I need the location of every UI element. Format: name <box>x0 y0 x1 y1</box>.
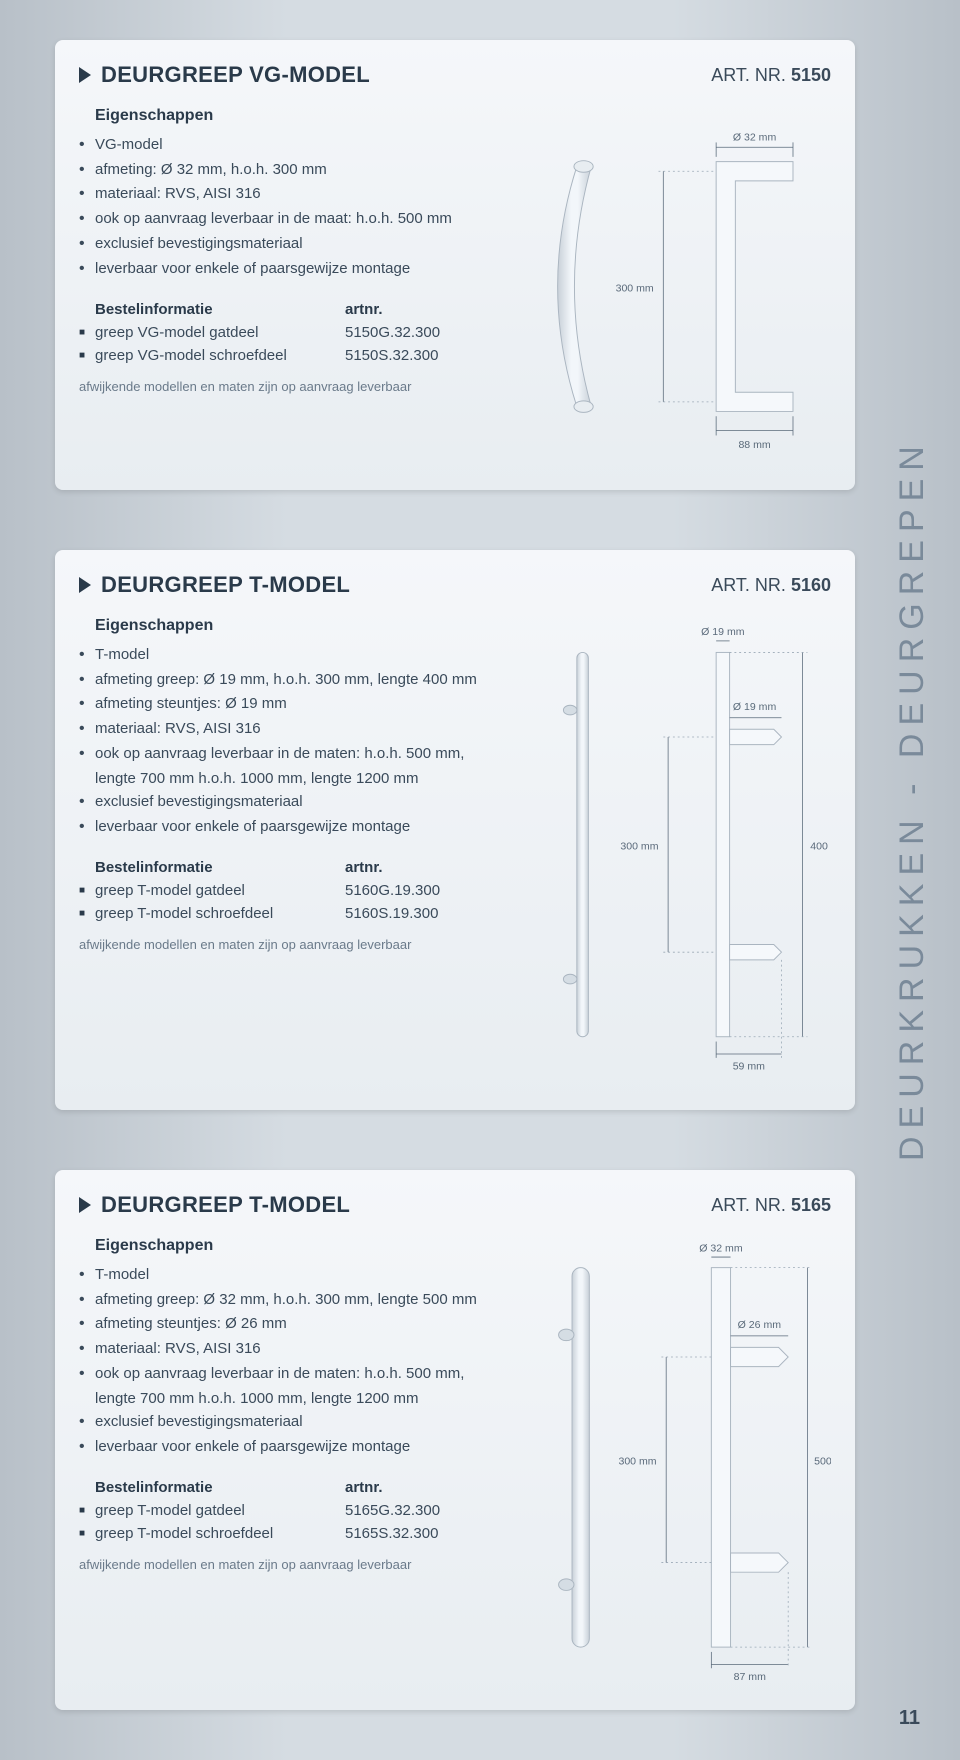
diagram-t-5165: Ø 32 mm Ø 26 mm 300 mm 500 mm 87 mm <box>524 1234 831 1686</box>
prop-item: leverbaar voor enkele of paarsgewijze mo… <box>95 815 504 840</box>
prop-item: exclusief bevestigingsmateriaal <box>95 790 504 815</box>
order-artnr: 5150S.32.300 <box>345 344 438 367</box>
props-list: T-model afmeting greep: Ø 19 mm, h.o.h. … <box>95 643 504 840</box>
order-table: Bestelinformatie artnr. greep VG-model g… <box>95 298 504 368</box>
order-title: Bestelinformatie <box>95 298 345 321</box>
prop-item: VG-model <box>95 133 504 158</box>
svg-text:300 mm: 300 mm <box>615 282 653 294</box>
props-list: T-model afmeting greep: Ø 32 mm, h.o.h. … <box>95 1263 504 1460</box>
order-label: greep T-model gatdeel <box>95 1499 345 1522</box>
prop-item: materiaal: RVS, AISI 316 <box>95 717 504 742</box>
prop-item: materiaal: RVS, AISI 316 <box>95 182 504 207</box>
title-text: DEURGREEP T-MODEL <box>101 1192 350 1218</box>
prop-item: materiaal: RVS, AISI 316 <box>95 1337 504 1362</box>
prop-item: exclusief bevestigingsmateriaal <box>95 1410 504 1435</box>
title-text: DEURGREEP T-MODEL <box>101 572 350 598</box>
prop-item: leverbaar voor enkele of paarsgewijze mo… <box>95 257 504 282</box>
order-row: greep VG-model schroefdeel 5150S.32.300 <box>95 344 504 367</box>
article-number: ART. NR. 5160 <box>711 575 831 596</box>
prop-item: afmeting greep: Ø 19 mm, h.o.h. 300 mm, … <box>95 668 504 693</box>
side-vertical-label: DEURKRUKKEN - DEURGREPEN <box>893 100 932 1500</box>
props-title: Eigenschappen <box>95 614 504 639</box>
article-number: ART. NR. 5165 <box>711 1195 831 1216</box>
order-col2: artnr. <box>345 1476 383 1499</box>
order-artnr: 5160G.19.300 <box>345 879 440 902</box>
order-col2: artnr. <box>345 298 383 321</box>
card-title: DEURGREEP T-MODEL <box>79 572 350 598</box>
triangle-icon <box>79 577 91 593</box>
order-artnr: 5150G.32.300 <box>345 321 440 344</box>
prop-item: afmeting steuntjes: Ø 19 mm <box>95 692 504 717</box>
triangle-icon <box>79 1197 91 1213</box>
product-card-t-5160: DEURGREEP T-MODEL ART. NR. 5160 Eigensch… <box>55 550 855 1110</box>
order-row: greep T-model gatdeel 5160G.19.300 <box>95 879 504 902</box>
order-table: Bestelinformatie artnr. greep T-model ga… <box>95 856 504 926</box>
svg-text:Ø 32 mm: Ø 32 mm <box>732 132 776 144</box>
order-artnr: 5160S.19.300 <box>345 902 438 925</box>
prop-item: afmeting: Ø 32 mm, h.o.h. 300 mm <box>95 158 504 183</box>
prop-item: exclusief bevestigingsmateriaal <box>95 232 504 257</box>
order-row: greep T-model gatdeel 5165G.32.300 <box>95 1499 504 1522</box>
svg-text:Ø 26 mm: Ø 26 mm <box>737 1319 781 1331</box>
card-title: DEURGREEP T-MODEL <box>79 1192 350 1218</box>
order-label: greep VG-model gatdeel <box>95 321 345 344</box>
order-title: Bestelinformatie <box>95 1476 345 1499</box>
product-card-vg: DEURGREEP VG-MODEL ART. NR. 5150 Eigensc… <box>55 40 855 490</box>
props-title: Eigenschappen <box>95 1234 504 1259</box>
order-table: Bestelinformatie artnr. greep T-model ga… <box>95 1476 504 1546</box>
order-artnr: 5165S.32.300 <box>345 1522 438 1545</box>
order-row: greep T-model schroefdeel 5160S.19.300 <box>95 902 504 925</box>
title-text: DEURGREEP VG-MODEL <box>101 62 370 88</box>
prop-item: ook op aanvraag leverbaar in de maat: h.… <box>95 207 504 232</box>
order-row: greep VG-model gatdeel 5150G.32.300 <box>95 321 504 344</box>
svg-text:300 mm: 300 mm <box>620 840 658 852</box>
svg-text:Ø 32 mm: Ø 32 mm <box>699 1242 743 1254</box>
svg-text:88 mm: 88 mm <box>738 439 770 451</box>
diagram-t-5160: Ø 19 mm Ø 19 mm 300 mm 400 mm 59 mm <box>524 614 831 1075</box>
prop-item: afmeting steuntjes: Ø 26 mm <box>95 1312 504 1337</box>
order-title: Bestelinformatie <box>95 856 345 879</box>
svg-text:400 mm: 400 mm <box>810 840 831 852</box>
note-text: afwijkende modellen en maten zijn op aan… <box>79 377 504 397</box>
svg-text:87 mm: 87 mm <box>733 1671 765 1683</box>
svg-text:Ø 19 mm: Ø 19 mm <box>701 626 745 638</box>
order-label: greep VG-model schroefdeel <box>95 344 345 367</box>
product-card-t-5165: DEURGREEP T-MODEL ART. NR. 5165 Eigensch… <box>55 1170 855 1710</box>
svg-text:300 mm: 300 mm <box>618 1456 656 1468</box>
props-list: VG-model afmeting: Ø 32 mm, h.o.h. 300 m… <box>95 133 504 282</box>
prop-item: afmeting greep: Ø 32 mm, h.o.h. 300 mm, … <box>95 1288 504 1313</box>
order-artnr: 5165G.32.300 <box>345 1499 440 1522</box>
prop-item: T-model <box>95 643 504 668</box>
order-label: greep T-model schroefdeel <box>95 902 345 925</box>
svg-text:500 mm: 500 mm <box>814 1456 831 1468</box>
prop-item: ook op aanvraag leverbaar in de maten: h… <box>95 1362 504 1410</box>
prop-item: leverbaar voor enkele of paarsgewijze mo… <box>95 1435 504 1460</box>
note-text: afwijkende modellen en maten zijn op aan… <box>79 1555 504 1575</box>
page-number: 11 <box>899 1707 920 1730</box>
diagram-vg: Ø 32 mm 300 mm 88 mm <box>524 104 831 469</box>
article-number: ART. NR. 5150 <box>711 65 831 86</box>
card-title: DEURGREEP VG-MODEL <box>79 62 370 88</box>
triangle-icon <box>79 67 91 83</box>
order-label: greep T-model schroefdeel <box>95 1522 345 1545</box>
order-row: greep T-model schroefdeel 5165S.32.300 <box>95 1522 504 1545</box>
prop-item: ook op aanvraag leverbaar in de maten: h… <box>95 742 504 790</box>
svg-text:59 mm: 59 mm <box>732 1060 764 1072</box>
order-col2: artnr. <box>345 856 383 879</box>
order-label: greep T-model gatdeel <box>95 879 345 902</box>
prop-item: T-model <box>95 1263 504 1288</box>
props-title: Eigenschappen <box>95 104 504 129</box>
svg-text:Ø 19 mm: Ø 19 mm <box>732 701 776 713</box>
note-text: afwijkende modellen en maten zijn op aan… <box>79 935 504 955</box>
